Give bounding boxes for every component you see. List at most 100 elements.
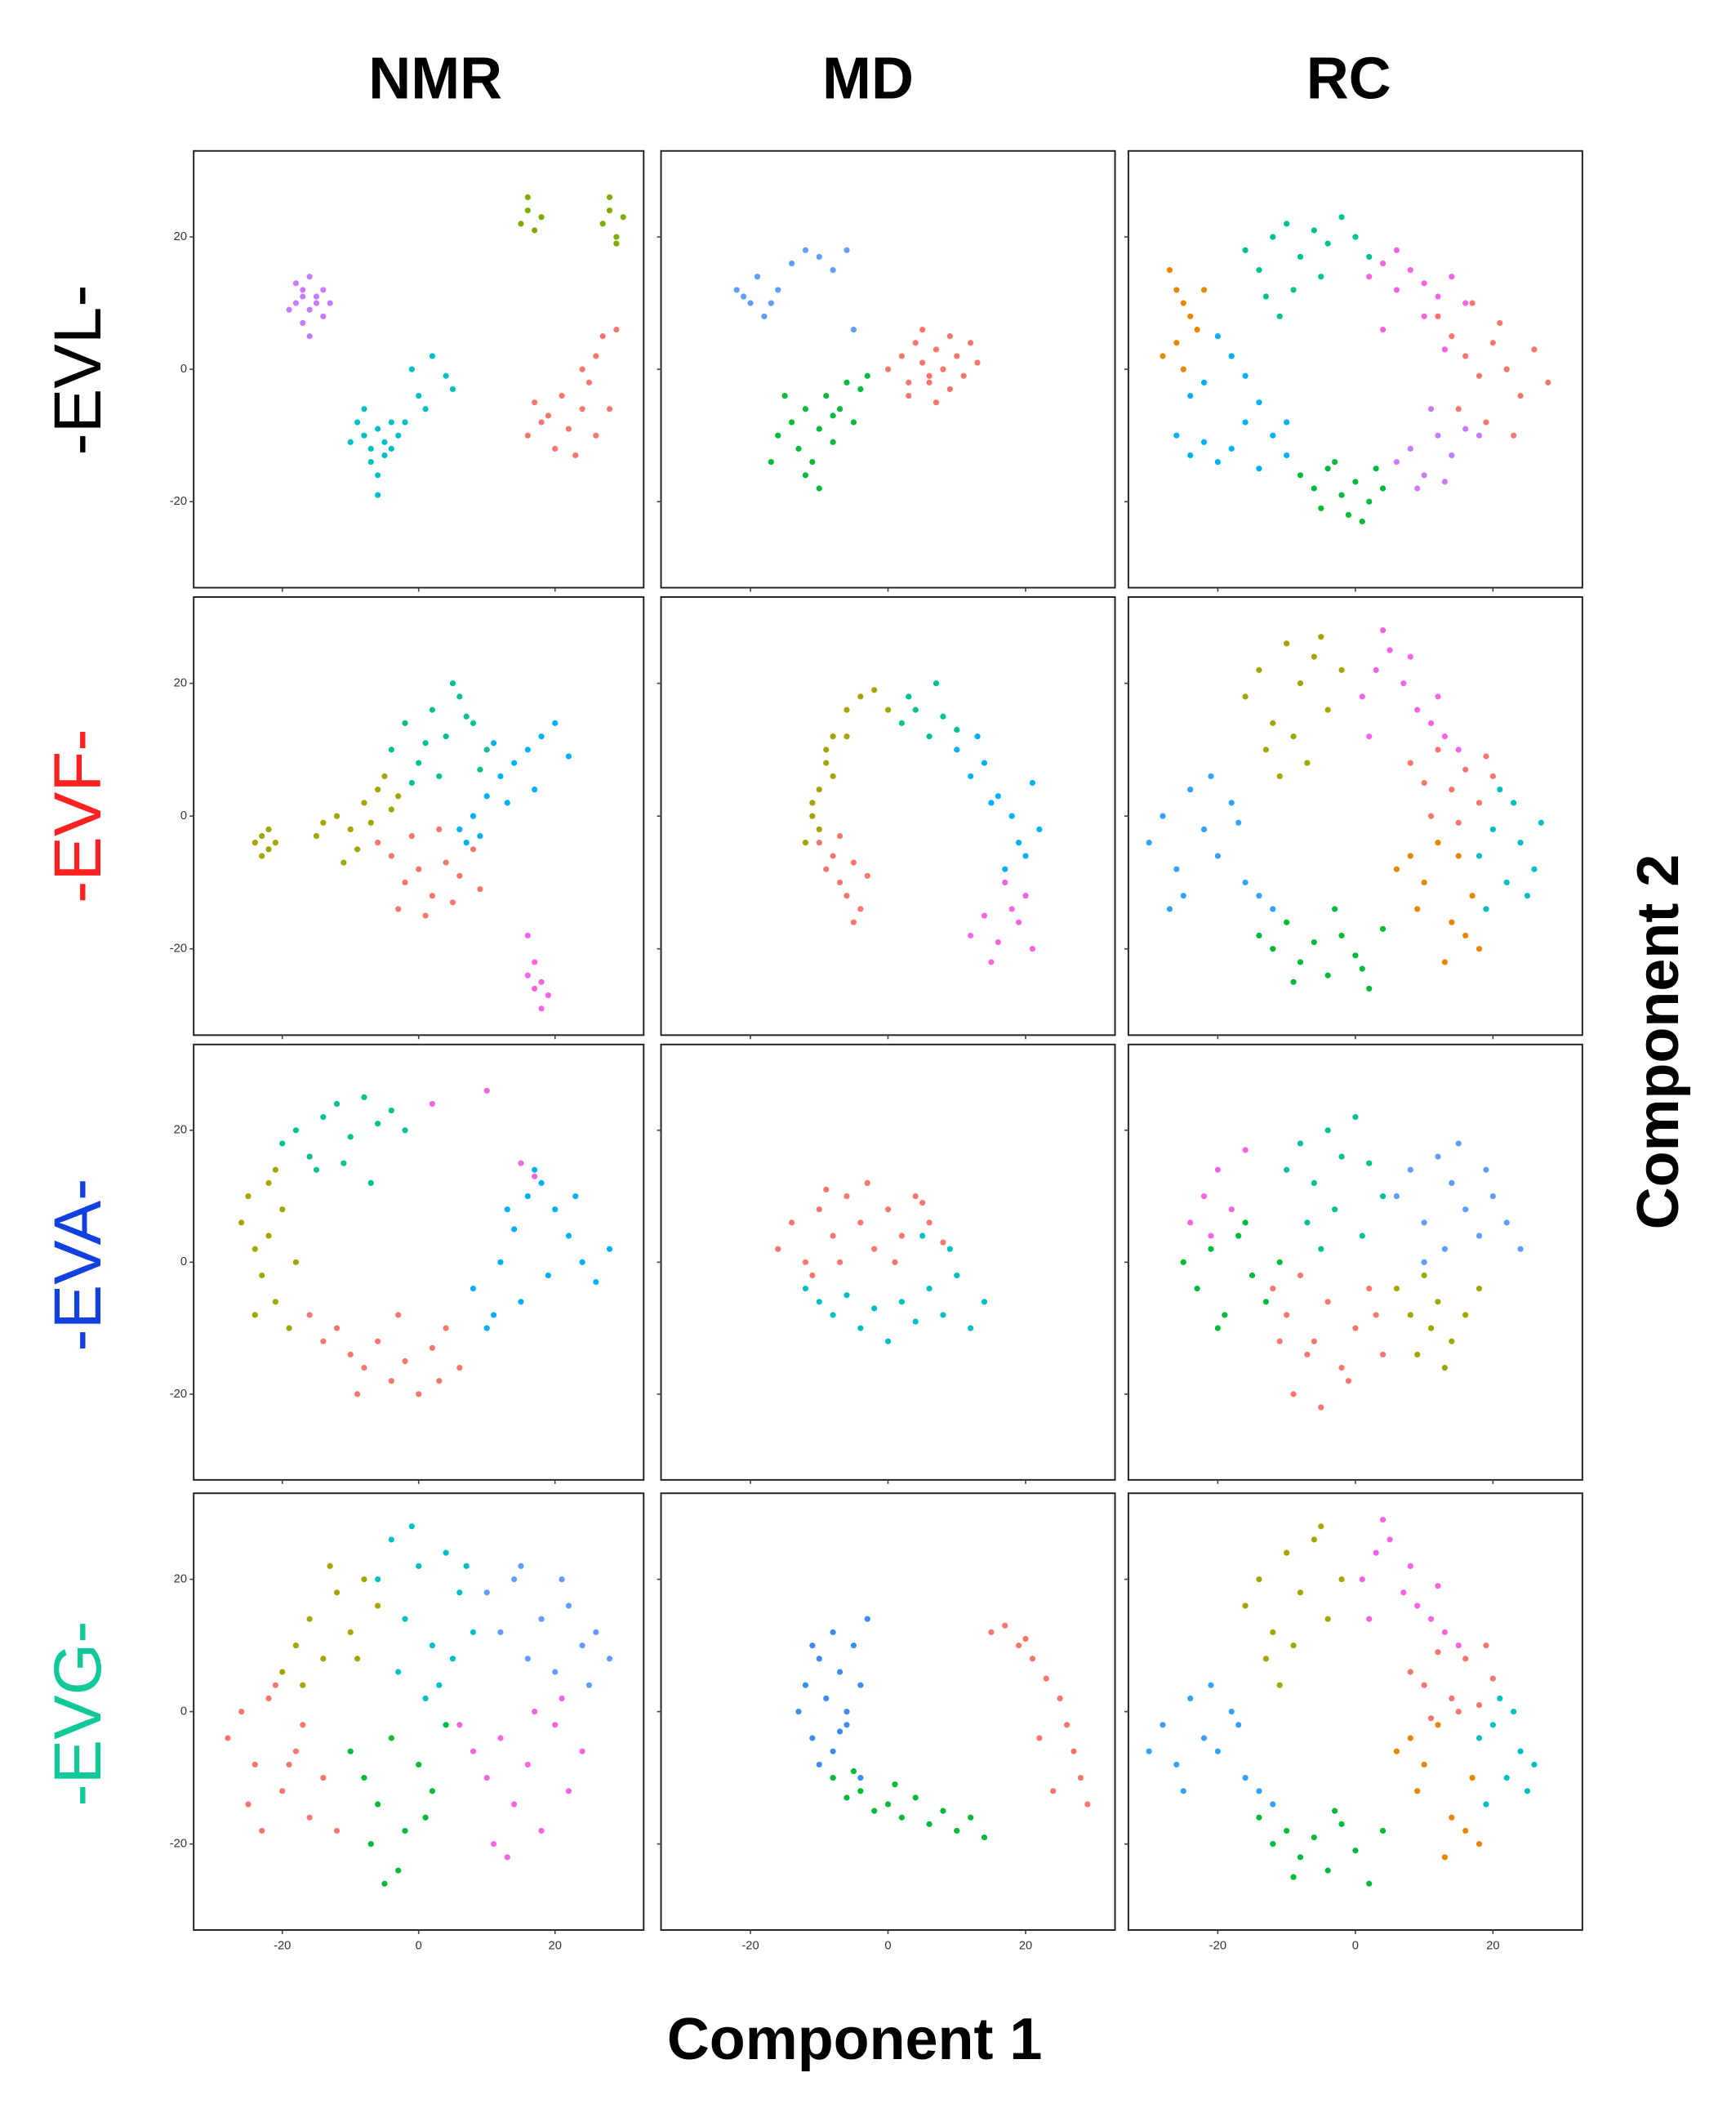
point [1427,1616,1435,1622]
point [1421,472,1427,479]
point [599,221,606,227]
point [306,1616,313,1622]
point [1022,893,1029,899]
point [919,359,926,366]
point [511,1801,518,1808]
point [524,432,531,439]
point [1366,498,1373,505]
point [1284,919,1290,925]
point [1208,1246,1214,1252]
point [802,406,809,412]
point [532,1166,538,1173]
point [1379,1192,1387,1200]
point [1462,1827,1469,1834]
point [395,1867,402,1874]
point [1449,1179,1455,1187]
point [1489,340,1496,346]
point [292,1642,300,1649]
point [518,1562,524,1569]
point [1228,1206,1235,1213]
point [347,1629,354,1635]
point [483,1775,490,1781]
point [946,333,953,340]
point [830,1233,836,1239]
point [1441,959,1448,965]
point [781,392,788,399]
point [1476,800,1483,806]
point [245,1801,251,1808]
point [933,346,940,353]
point [1276,1259,1283,1265]
point [1435,1722,1441,1728]
point [532,227,538,234]
point [995,793,1001,800]
y-tick-label: 20 [174,1572,187,1585]
point [1180,893,1186,899]
point [1407,653,1413,660]
point [1297,1589,1304,1596]
point [1270,946,1276,952]
point [1290,978,1297,985]
point [429,1642,436,1649]
point [988,1629,995,1635]
point [483,1589,490,1596]
panel-frame [193,1043,645,1481]
point [1276,1682,1283,1688]
point [1242,247,1249,253]
point [449,680,456,687]
point [532,1173,538,1179]
point [402,879,408,886]
point [279,1788,286,1794]
point [388,747,394,753]
point [1284,419,1290,426]
point [367,1179,374,1187]
point [463,713,470,720]
point [354,846,361,853]
point [1421,313,1427,319]
point [381,773,388,779]
point [361,432,367,439]
point [830,733,836,740]
point [395,906,402,912]
point [524,1192,531,1200]
point [279,1140,286,1147]
point [1379,1827,1387,1834]
point [388,806,394,813]
point [1270,234,1276,240]
point [306,306,313,313]
point [1318,1523,1324,1530]
point [1297,472,1304,479]
point [1462,932,1469,939]
point [1166,906,1173,912]
point [1318,274,1324,280]
point [1393,287,1400,293]
point [1455,1642,1462,1649]
point [463,840,470,846]
y-tick-label: -20 [170,1388,187,1401]
point [1324,1127,1331,1134]
point [1373,466,1379,472]
point [443,372,449,379]
point [1297,1854,1304,1861]
point [1524,1788,1531,1794]
point [402,419,408,426]
point [375,1801,381,1808]
point [844,893,850,899]
point [1449,1814,1455,1821]
point [1214,1325,1221,1331]
point [259,1827,265,1834]
point [1441,346,1448,353]
point [1476,1233,1483,1239]
point [906,392,912,399]
point [1200,439,1208,445]
point [1208,1233,1214,1239]
point [1421,1682,1427,1688]
point [1449,919,1455,925]
point [265,1233,272,1239]
point [1545,379,1551,386]
point [1497,787,1503,793]
point [497,1629,504,1635]
point [1421,1761,1427,1768]
point [259,832,265,840]
point [272,1299,278,1305]
